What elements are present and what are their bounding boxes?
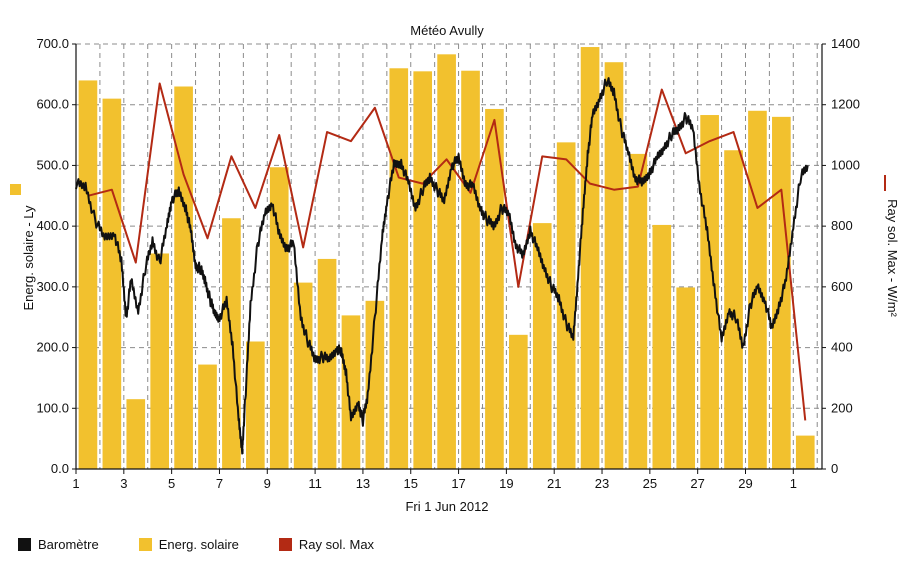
y-axis-right-label: Ray sol. Max - W/m²	[885, 199, 900, 317]
bar-energ-solaire	[318, 259, 337, 469]
x-tick-label: 29	[738, 476, 752, 491]
legend-label-barometre: Baromètre	[38, 537, 99, 552]
bar-energ-solaire	[700, 115, 719, 469]
y-right-tick-label: 1200	[831, 97, 860, 112]
bar-energ-solaire	[198, 365, 217, 469]
y-right-tick-label: 0	[831, 461, 838, 476]
y-left-tick-label: 600.0	[36, 97, 69, 112]
x-tick-label: 1	[72, 476, 79, 491]
y-left-tick-label: 500.0	[36, 157, 69, 172]
bar-energ-solaire	[629, 154, 648, 469]
bar-energ-solaire	[174, 87, 193, 470]
bar-energ-solaire	[652, 225, 671, 469]
y-right-tick-label: 600	[831, 279, 853, 294]
bar-energ-solaire	[437, 54, 456, 469]
y-right-tick-label: 800	[831, 218, 853, 233]
y-right-tick-label: 200	[831, 400, 853, 415]
bar-energ-solaire	[150, 253, 169, 469]
y-right-tick-label: 1400	[831, 36, 860, 51]
bar-energ-solaire	[796, 436, 815, 469]
legend-swatch-ray-sol-max	[279, 538, 292, 551]
legend-item-energ-solaire: Energ. solaire	[139, 537, 239, 552]
bar-energ-solaire	[557, 142, 576, 469]
y-right-tick-label: 1000	[831, 157, 860, 172]
legend-item-barometre: Baromètre	[18, 537, 99, 552]
legend: Baromètre Energ. solaire Ray sol. Max	[18, 533, 414, 555]
y-axis-left-swatch	[10, 184, 21, 195]
legend-item-ray-sol-max: Ray sol. Max	[279, 537, 374, 552]
x-tick-label: 19	[499, 476, 513, 491]
bar-energ-solaire	[676, 287, 695, 469]
x-tick-label: 9	[264, 476, 271, 491]
x-tick-label: 1	[790, 476, 797, 491]
bar-energ-solaire	[342, 315, 361, 469]
legend-swatch-barometre	[18, 538, 31, 551]
y-left-tick-label: 300.0	[36, 279, 69, 294]
y-left-tick-label: 700.0	[36, 36, 69, 51]
bar-energ-solaire	[294, 283, 313, 469]
legend-label-ray-sol-max: Ray sol. Max	[299, 537, 374, 552]
x-tick-label: 17	[451, 476, 465, 491]
x-tick-label: 27	[690, 476, 704, 491]
x-tick-label: 23	[595, 476, 609, 491]
y-right-tick-label: 400	[831, 340, 853, 355]
legend-swatch-energ-solaire	[139, 538, 152, 551]
x-tick-label: 3	[120, 476, 127, 491]
x-tick-label: 21	[547, 476, 561, 491]
y-axis-left-label: Energ. solaire - Ly	[21, 205, 36, 311]
x-axis-label: Fri 1 Jun 2012	[405, 499, 488, 514]
legend-label-energ-solaire: Energ. solaire	[159, 537, 239, 552]
x-tick-label: 7	[216, 476, 223, 491]
x-tick-label: 25	[643, 476, 657, 491]
y-left-tick-label: 0.0	[51, 461, 69, 476]
y-left-tick-label: 400.0	[36, 218, 69, 233]
y-left-tick-label: 100.0	[36, 400, 69, 415]
bar-energ-solaire	[509, 335, 528, 469]
x-tick-label: 13	[356, 476, 370, 491]
bar-energ-solaire	[103, 99, 122, 469]
x-tick-label: 15	[404, 476, 418, 491]
chart-title: Météo Avully	[410, 23, 484, 38]
bar-energ-solaire	[389, 68, 408, 469]
bar-energ-solaire	[246, 342, 265, 470]
bar-energ-solaire	[772, 117, 791, 469]
bar-energ-solaire	[79, 80, 98, 469]
y-left-tick-label: 200.0	[36, 340, 69, 355]
bar-energ-solaire	[461, 71, 480, 469]
x-tick-label: 5	[168, 476, 175, 491]
bar-energ-solaire	[126, 399, 145, 469]
bar-energ-solaire	[413, 71, 432, 469]
x-tick-label: 11	[308, 476, 322, 491]
bar-energ-solaire	[748, 111, 767, 469]
